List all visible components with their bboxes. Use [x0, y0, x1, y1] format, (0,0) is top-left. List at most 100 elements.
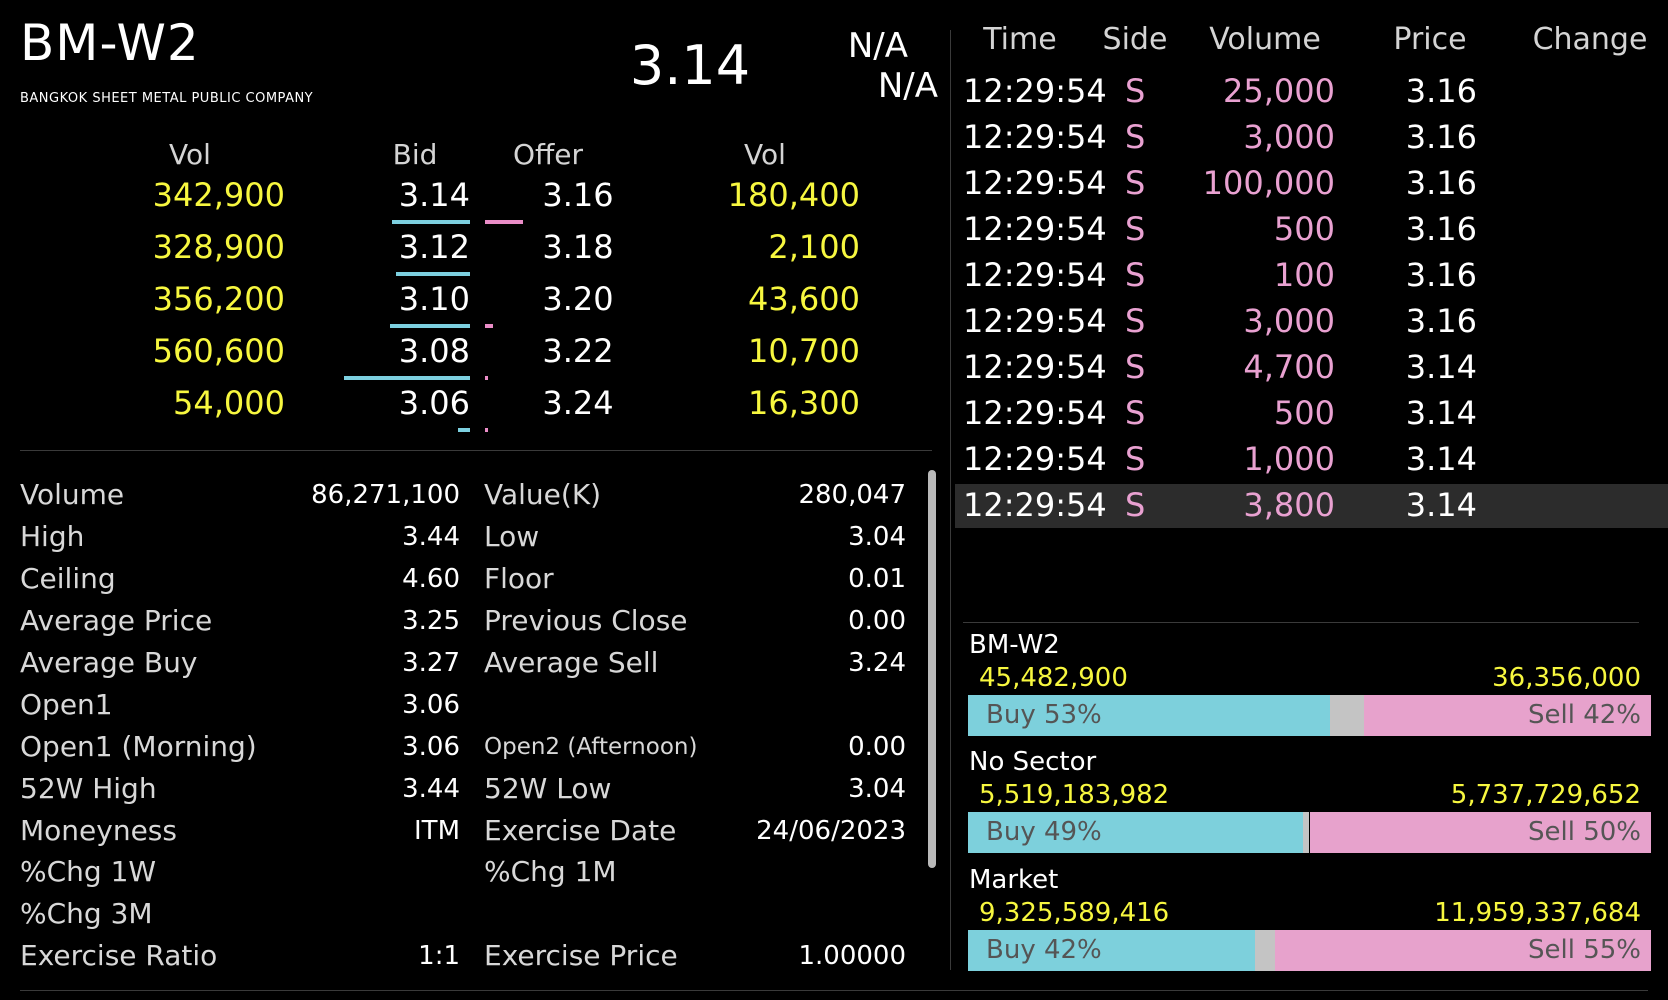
- stat-label: Volume: [20, 478, 125, 511]
- bid-price[interactable]: 3.08: [398, 332, 470, 370]
- trade-side: S: [1125, 256, 1146, 294]
- trade-price: 3.16: [1405, 72, 1477, 110]
- bid-price[interactable]: 3.06: [398, 384, 470, 422]
- trade-price: 3.16: [1405, 256, 1477, 294]
- stat-label: Average Sell: [484, 646, 659, 679]
- offer-volume: 43,600: [748, 280, 860, 318]
- trade-row[interactable]: 12:29:54 S 100,000 3.16: [955, 162, 1668, 206]
- stats-scrollbar[interactable]: [928, 470, 936, 868]
- stat-value: 280,047: [798, 480, 906, 510]
- bid-header: Bid: [392, 138, 438, 171]
- offer-volume: 16,300: [748, 384, 860, 422]
- bid-price[interactable]: 3.10: [398, 280, 470, 318]
- trade-row[interactable]: 12:29:54 S 100 3.16: [955, 254, 1668, 298]
- trade-time: 12:29:54: [963, 118, 1107, 156]
- offer-price[interactable]: 3.24: [542, 384, 614, 422]
- symbol-title: BM-W2: [20, 14, 200, 72]
- buy-value: 5,519,183,982: [979, 780, 1170, 810]
- bid-price[interactable]: 3.14: [398, 176, 470, 214]
- sell-value: 36,356,000: [1492, 663, 1641, 693]
- stat-value: 3.27: [402, 648, 460, 678]
- bid-price[interactable]: 3.12: [398, 228, 470, 266]
- change-header[interactable]: Change: [1532, 22, 1648, 57]
- trade-row[interactable]: 12:29:54 S 3,000 3.16: [955, 300, 1668, 344]
- stat-label: 52W High: [20, 772, 157, 805]
- trade-row[interactable]: 12:29:54 S 25,000 3.16: [955, 70, 1668, 114]
- trade-price: 3.14: [1405, 394, 1477, 432]
- trade-volume: 4,700: [1243, 348, 1335, 386]
- price-header[interactable]: Price: [1393, 22, 1467, 57]
- trade-side: S: [1125, 72, 1146, 110]
- buy-percent: Buy 42%: [986, 935, 1102, 965]
- stat-value: 1:1: [418, 941, 460, 971]
- bid-volume: 328,900: [152, 228, 285, 266]
- buy-sell-bar: Buy 49% Sell 50%: [968, 812, 1651, 853]
- bid-depth-bar: [396, 272, 470, 276]
- price-change: N/A: [847, 26, 908, 66]
- stat-label: Average Buy: [20, 646, 198, 679]
- stat-value: 24/06/2023: [756, 816, 906, 846]
- trade-row[interactable]: 12:29:54 S 3,000 3.16: [955, 116, 1668, 160]
- stat-label: %Chg 3M: [20, 897, 153, 930]
- bid-depth-bar: [458, 428, 470, 432]
- trade-row[interactable]: 12:29:54 S 500 3.16: [955, 208, 1668, 252]
- stat-value: 4.60: [402, 564, 460, 594]
- offer-price[interactable]: 3.16: [542, 176, 614, 214]
- trade-price: 3.14: [1405, 348, 1477, 386]
- stat-value: 1.00000: [798, 941, 906, 971]
- offer-header: Offer: [512, 138, 584, 171]
- buy-value: 45,482,900: [979, 663, 1128, 693]
- divider: [20, 990, 1648, 991]
- trade-volume: 3,000: [1243, 118, 1335, 156]
- trade-row[interactable]: 12:29:54 S 500 3.14: [955, 392, 1668, 436]
- trade-side: S: [1125, 486, 1146, 524]
- stat-value: ITM: [414, 816, 460, 846]
- trade-price: 3.16: [1405, 164, 1477, 202]
- trade-time: 12:29:54: [963, 348, 1107, 386]
- bid-volume: 560,600: [152, 332, 285, 370]
- offer-price[interactable]: 3.18: [542, 228, 614, 266]
- trade-price: 3.16: [1405, 302, 1477, 340]
- stat-label: High: [20, 520, 85, 553]
- offer-depth-bar: [485, 324, 493, 328]
- sell-value: 5,737,729,652: [1450, 780, 1641, 810]
- buy-percent: Buy 49%: [986, 817, 1102, 847]
- volume-header[interactable]: Volume: [1209, 22, 1321, 57]
- neutral-bar: [1329, 695, 1365, 736]
- offer-price[interactable]: 3.22: [542, 332, 614, 370]
- trade-volume: 500: [1273, 210, 1335, 248]
- trade-row[interactable]: 12:29:54 S 4,700 3.14: [955, 346, 1668, 390]
- stat-label: Open1 (Morning): [20, 730, 257, 763]
- stat-label: Floor: [484, 562, 554, 595]
- divider: [20, 450, 932, 451]
- stat-value: 0.00: [848, 732, 906, 762]
- stat-value: 3.06: [402, 690, 460, 720]
- trade-row[interactable]: 12:29:54 S 1,000 3.14: [955, 438, 1668, 482]
- sell-percent: Sell 50%: [1527, 817, 1641, 847]
- stat-value: 0.01: [848, 564, 906, 594]
- trade-price: 3.14: [1405, 486, 1477, 524]
- trade-volume: 100: [1273, 256, 1335, 294]
- stat-value: 86,271,100: [311, 480, 460, 510]
- sell-bar: [1364, 695, 1651, 736]
- trade-row-selected[interactable]: 12:29:54 S 3,800 3.14: [955, 484, 1668, 528]
- stat-label: Open2 (Afternoon): [484, 734, 698, 760]
- trade-side: S: [1125, 210, 1146, 248]
- stat-label: %Chg 1W: [20, 855, 157, 888]
- trade-price: 3.14: [1405, 440, 1477, 478]
- bid-depth-bar: [344, 376, 470, 380]
- stat-label: Value(K): [484, 478, 602, 511]
- stat-label: Open1: [20, 688, 113, 721]
- buy-value: 9,325,589,416: [979, 898, 1170, 928]
- bid-vol-header: Vol: [169, 138, 211, 171]
- time-header[interactable]: Time: [983, 22, 1057, 57]
- trade-time: 12:29:54: [963, 394, 1107, 432]
- offer-volume: 10,700: [748, 332, 860, 370]
- offer-depth-bar: [485, 376, 488, 380]
- section-name: No Sector: [969, 747, 1097, 777]
- offer-price[interactable]: 3.20: [542, 280, 614, 318]
- trade-time: 12:29:54: [963, 486, 1107, 524]
- trade-side: S: [1125, 348, 1146, 386]
- offer-vol-header: Vol: [744, 138, 786, 171]
- side-header[interactable]: Side: [1102, 22, 1168, 57]
